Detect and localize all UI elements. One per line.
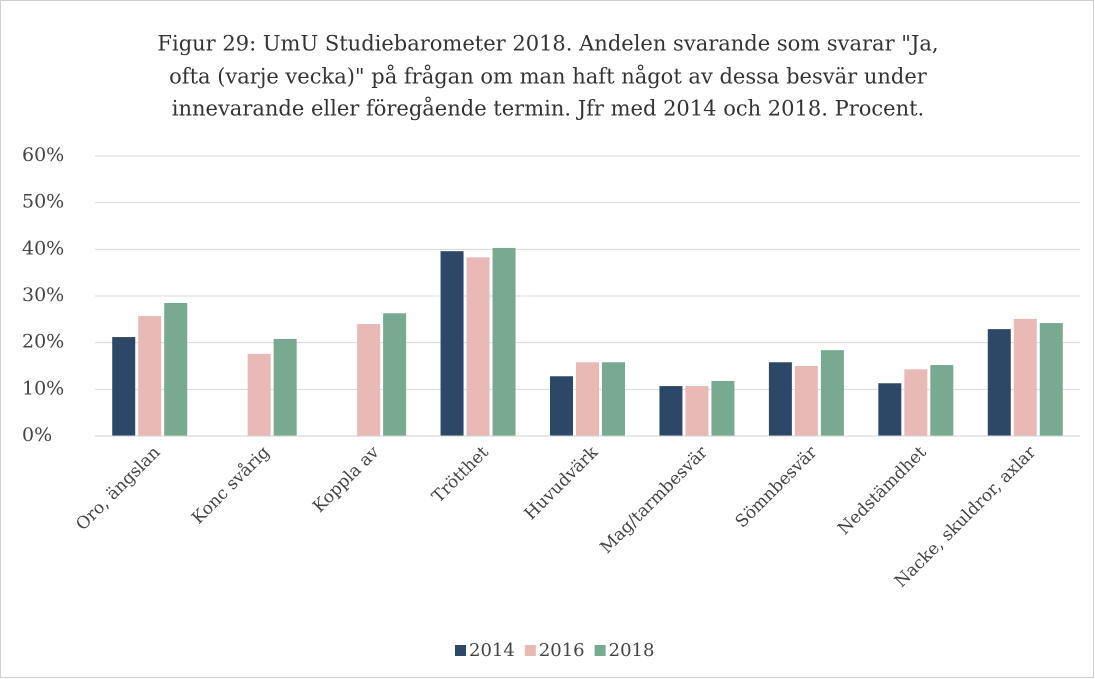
legend-label: 2014	[469, 640, 515, 661]
bar	[550, 376, 573, 436]
legend-label: 2018	[609, 640, 655, 661]
bar	[357, 324, 381, 436]
bar	[492, 247, 516, 436]
bar	[602, 362, 625, 436]
legend-swatch	[594, 645, 606, 656]
bar	[685, 386, 709, 436]
bar	[987, 329, 1011, 436]
bar	[247, 353, 271, 436]
bar	[383, 313, 407, 436]
bar	[878, 383, 902, 436]
y-tick-label: 10%	[22, 377, 64, 399]
bar	[466, 257, 490, 436]
y-tick-label: 0%	[22, 424, 52, 446]
bar	[768, 362, 792, 436]
bar	[164, 303, 188, 436]
bar	[273, 338, 297, 436]
bar	[138, 316, 162, 436]
chart-title: Figur 29: UmU Studiebarometer 2018. Ande…	[157, 32, 938, 56]
y-tick-label: 40%	[22, 237, 64, 259]
bar	[576, 362, 599, 436]
y-tick-label: 20%	[22, 331, 64, 353]
bar	[1013, 318, 1037, 436]
bar	[904, 369, 928, 436]
y-tick-label: 30%	[22, 284, 64, 306]
bar	[930, 365, 954, 436]
y-tick-label: 60%	[22, 144, 64, 166]
legend-swatch	[524, 645, 536, 656]
bar	[1039, 323, 1063, 436]
bar	[711, 380, 735, 436]
bar	[820, 350, 844, 436]
legend-label: 2016	[539, 640, 585, 661]
chart-title: ofta (varje vecka)" på frågan om man haf…	[169, 65, 928, 89]
bar	[112, 337, 136, 436]
chart-title: innevarande eller föregående termin. Jfr…	[172, 97, 924, 121]
y-tick-label: 50%	[22, 191, 64, 213]
bar	[659, 386, 683, 436]
bar	[794, 366, 818, 436]
bar	[440, 251, 464, 436]
legend-swatch	[455, 645, 466, 656]
